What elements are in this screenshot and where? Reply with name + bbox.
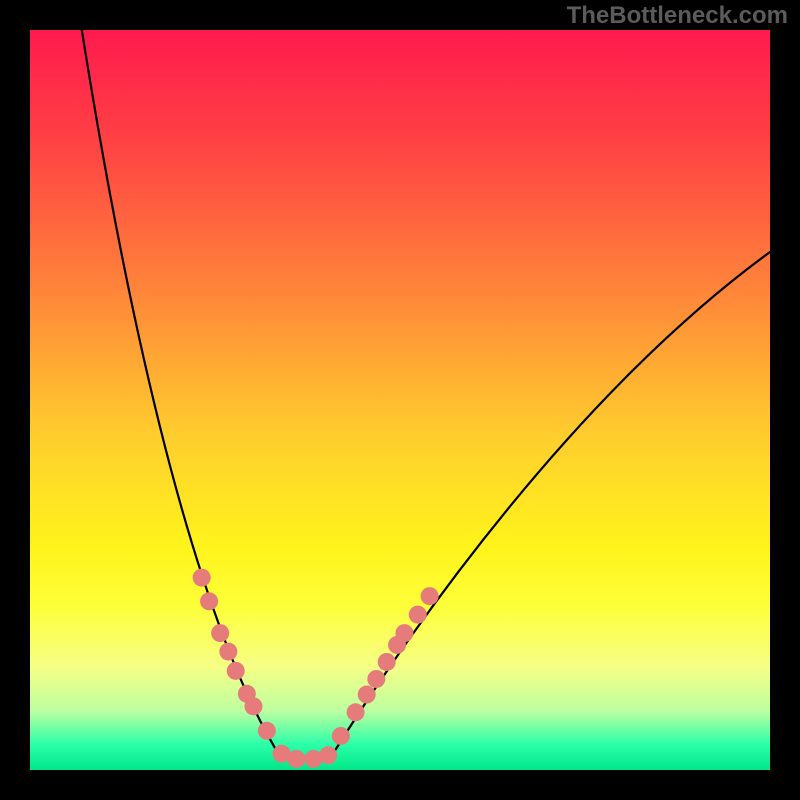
curve-dots-group <box>193 569 439 768</box>
curve-dot <box>395 624 413 642</box>
curve-dot <box>409 606 427 624</box>
curve-dot <box>421 587 439 605</box>
curve-dot <box>193 569 211 587</box>
curve-svg <box>30 30 770 770</box>
curve-dot <box>200 592 218 610</box>
bottleneck-curve <box>82 30 770 759</box>
curve-dot <box>358 686 376 704</box>
curve-dot <box>367 670 385 688</box>
attribution-text: TheBottleneck.com <box>567 2 788 30</box>
curve-dot <box>227 662 245 680</box>
curve-dot <box>378 653 396 671</box>
curve-dot <box>347 703 365 721</box>
curve-dot <box>219 643 237 661</box>
curve-dot <box>258 722 276 740</box>
curve-dot <box>319 746 337 764</box>
curve-dot <box>244 697 262 715</box>
curve-dot <box>332 727 350 745</box>
chart-container: TheBottleneck.com <box>0 0 800 800</box>
curve-dot <box>287 750 305 768</box>
curve-dot <box>211 624 229 642</box>
plot-area <box>30 30 770 770</box>
